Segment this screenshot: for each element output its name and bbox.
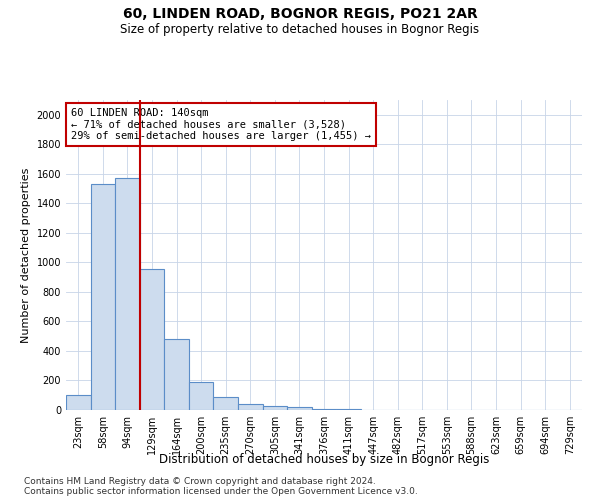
Text: Contains HM Land Registry data © Crown copyright and database right 2024.
Contai: Contains HM Land Registry data © Crown c…: [24, 476, 418, 496]
Bar: [287, 408, 312, 410]
Bar: [91, 184, 115, 410]
Bar: [214, 396, 238, 410]
Bar: [189, 382, 214, 410]
Bar: [164, 339, 189, 410]
Text: 60, LINDEN ROAD, BOGNOR REGIS, PO21 2AR: 60, LINDEN ROAD, BOGNOR REGIS, PO21 2AR: [122, 8, 478, 22]
Bar: [238, 404, 263, 410]
Bar: [66, 394, 91, 410]
Bar: [263, 406, 287, 410]
Text: Distribution of detached houses by size in Bognor Regis: Distribution of detached houses by size …: [159, 452, 489, 466]
Bar: [115, 178, 140, 410]
Y-axis label: Number of detached properties: Number of detached properties: [21, 168, 31, 342]
Bar: [140, 269, 164, 410]
Text: Size of property relative to detached houses in Bognor Regis: Size of property relative to detached ho…: [121, 22, 479, 36]
Bar: [312, 408, 336, 410]
Text: 60 LINDEN ROAD: 140sqm
← 71% of detached houses are smaller (3,528)
29% of semi-: 60 LINDEN ROAD: 140sqm ← 71% of detached…: [71, 108, 371, 141]
